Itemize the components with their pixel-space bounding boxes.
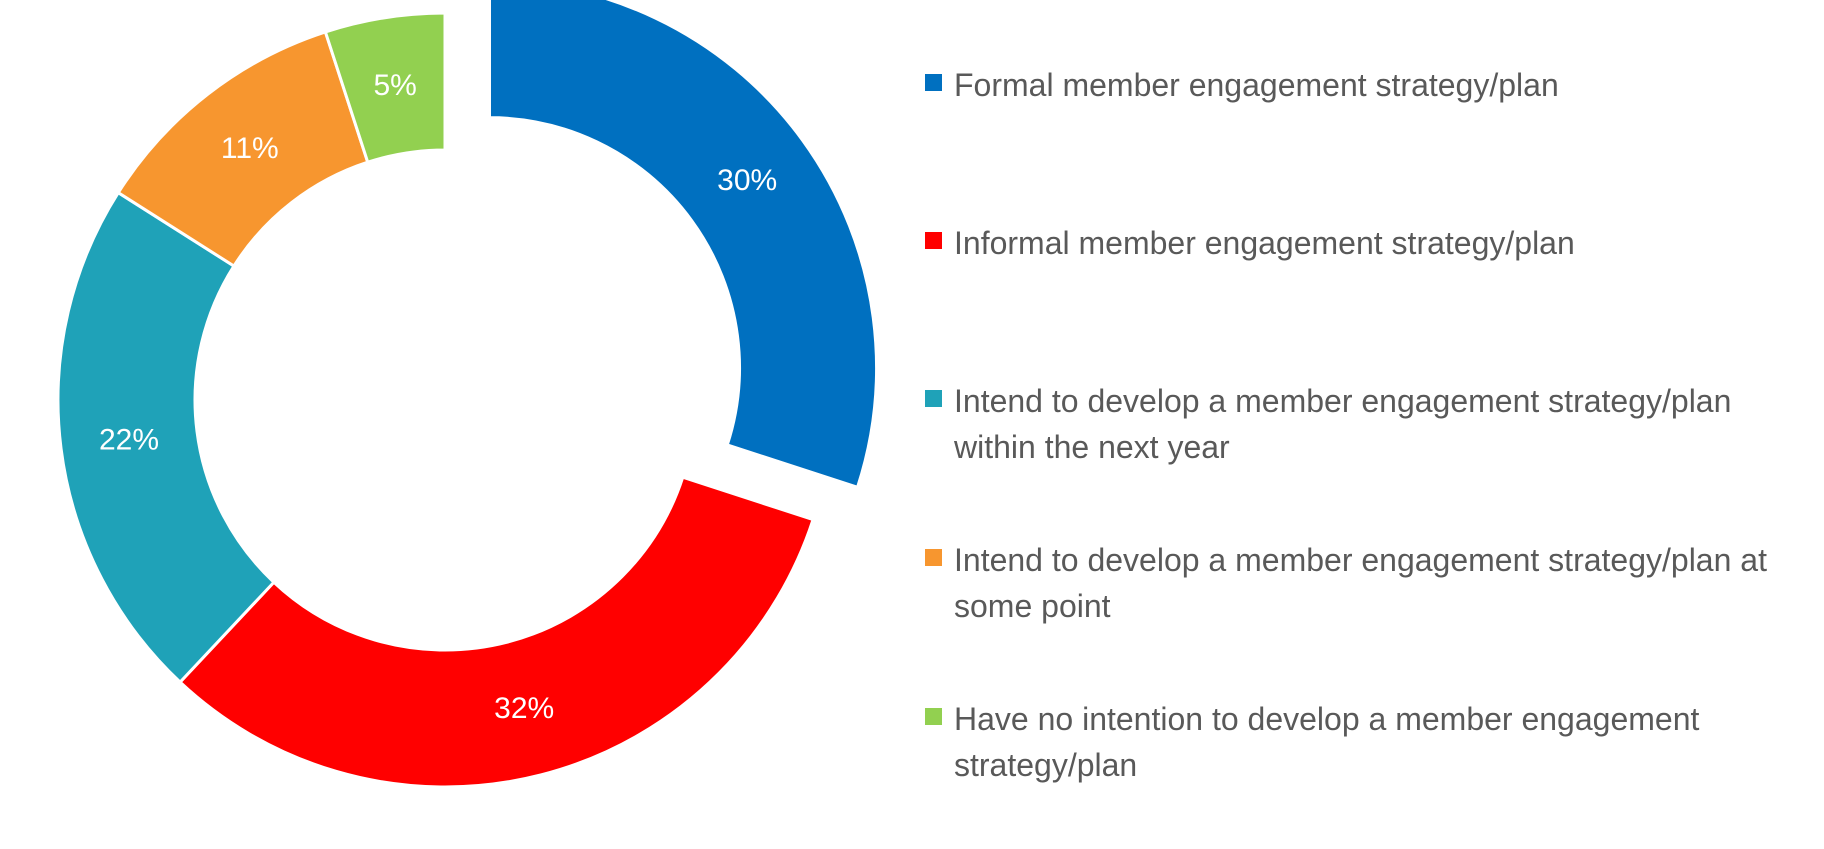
donut-slice-3 xyxy=(56,190,276,685)
legend-swatch xyxy=(925,232,942,249)
donut-slice-labels: 30% 32% 22% 11% 5% xyxy=(99,69,777,725)
donut-slices xyxy=(56,0,878,789)
slice-data-label: 30% xyxy=(717,164,777,197)
legend-label: Have no intention to develop a member en… xyxy=(954,701,1700,783)
legend-item: Intend to develop a member engagement st… xyxy=(925,537,1814,629)
legend-item: Informal member engagement strategy/plan xyxy=(925,220,1814,266)
legend-swatch xyxy=(925,390,942,407)
slice-data-label: 5% xyxy=(373,69,416,102)
legend-item: Intend to develop a member engagement st… xyxy=(925,378,1814,470)
legend-label: Intend to develop a member engagement st… xyxy=(954,383,1732,465)
legend-label: Informal member engagement strategy/plan xyxy=(954,225,1575,261)
legend-label: Formal member engagement strategy/plan xyxy=(954,67,1559,103)
legend-item: Have no intention to develop a member en… xyxy=(925,696,1814,788)
legend-swatch xyxy=(925,549,942,566)
slice-data-label: 32% xyxy=(494,692,554,725)
slice-data-label: 22% xyxy=(99,423,159,456)
legend-swatch xyxy=(925,74,942,91)
slice-data-label: 11% xyxy=(221,132,279,165)
donut-slice-5 xyxy=(323,11,447,165)
donut-slice-2 xyxy=(177,475,815,789)
legend-label: Intend to develop a member engagement st… xyxy=(954,542,1767,624)
legend-swatch xyxy=(925,708,942,725)
legend-item: Formal member engagement strategy/plan xyxy=(925,62,1814,108)
donut-slice-1 xyxy=(487,0,878,490)
